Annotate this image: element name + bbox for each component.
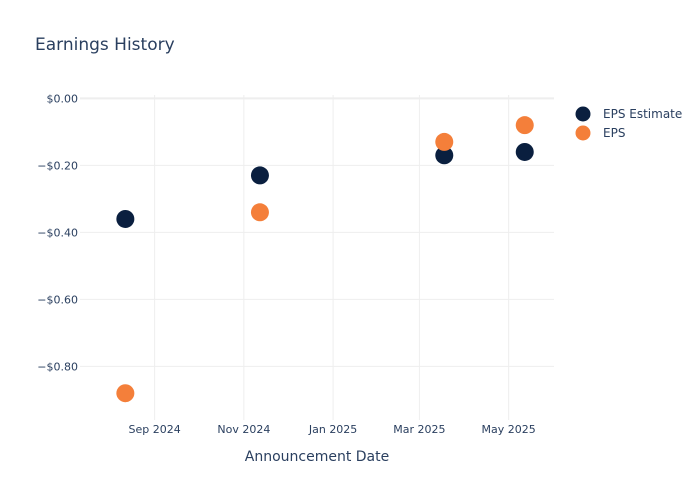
eps-estimate-point[interactable] — [515, 142, 534, 161]
grid-layer — [80, 95, 554, 420]
data-points — [116, 116, 534, 403]
x-tick-label: May 2025 — [482, 423, 536, 436]
x-tick-label: Mar 2025 — [393, 423, 445, 436]
chart-title: Earnings History — [35, 35, 175, 55]
y-tick-label: −$0.40 — [37, 226, 78, 239]
y-tick-label: −$0.80 — [37, 360, 78, 373]
legend-label[interactable]: EPS — [603, 126, 625, 140]
eps-estimate-point[interactable] — [250, 166, 269, 185]
eps-estimate-point[interactable] — [116, 209, 135, 228]
x-axis-title: Announcement Date — [245, 449, 389, 465]
legend-marker[interactable] — [575, 125, 591, 141]
legend: EPS Estimate EPS — [575, 106, 682, 141]
x-axis: Sep 2024 Nov 2024 Jan 2025 Mar 2025 May 2025 — [128, 423, 535, 436]
legend-marker[interactable] — [575, 106, 591, 122]
y-tick-label: −$0.20 — [37, 159, 78, 172]
eps-point[interactable] — [515, 116, 534, 135]
eps-point[interactable] — [250, 203, 269, 222]
y-tick-label: $0.00 — [47, 92, 79, 105]
eps-point[interactable] — [435, 132, 454, 151]
y-tick-label: −$0.60 — [37, 293, 78, 306]
eps-estimate-point[interactable] — [435, 146, 454, 165]
x-tick-label: Nov 2024 — [217, 423, 270, 436]
legend-label[interactable]: EPS Estimate — [603, 107, 682, 121]
y-axis: $0.00 −$0.20 −$0.40 −$0.60 −$0.80 — [37, 92, 78, 373]
x-tick-label: Sep 2024 — [128, 423, 180, 436]
eps-point[interactable] — [116, 384, 135, 403]
x-tick-label: Jan 2025 — [308, 423, 357, 436]
